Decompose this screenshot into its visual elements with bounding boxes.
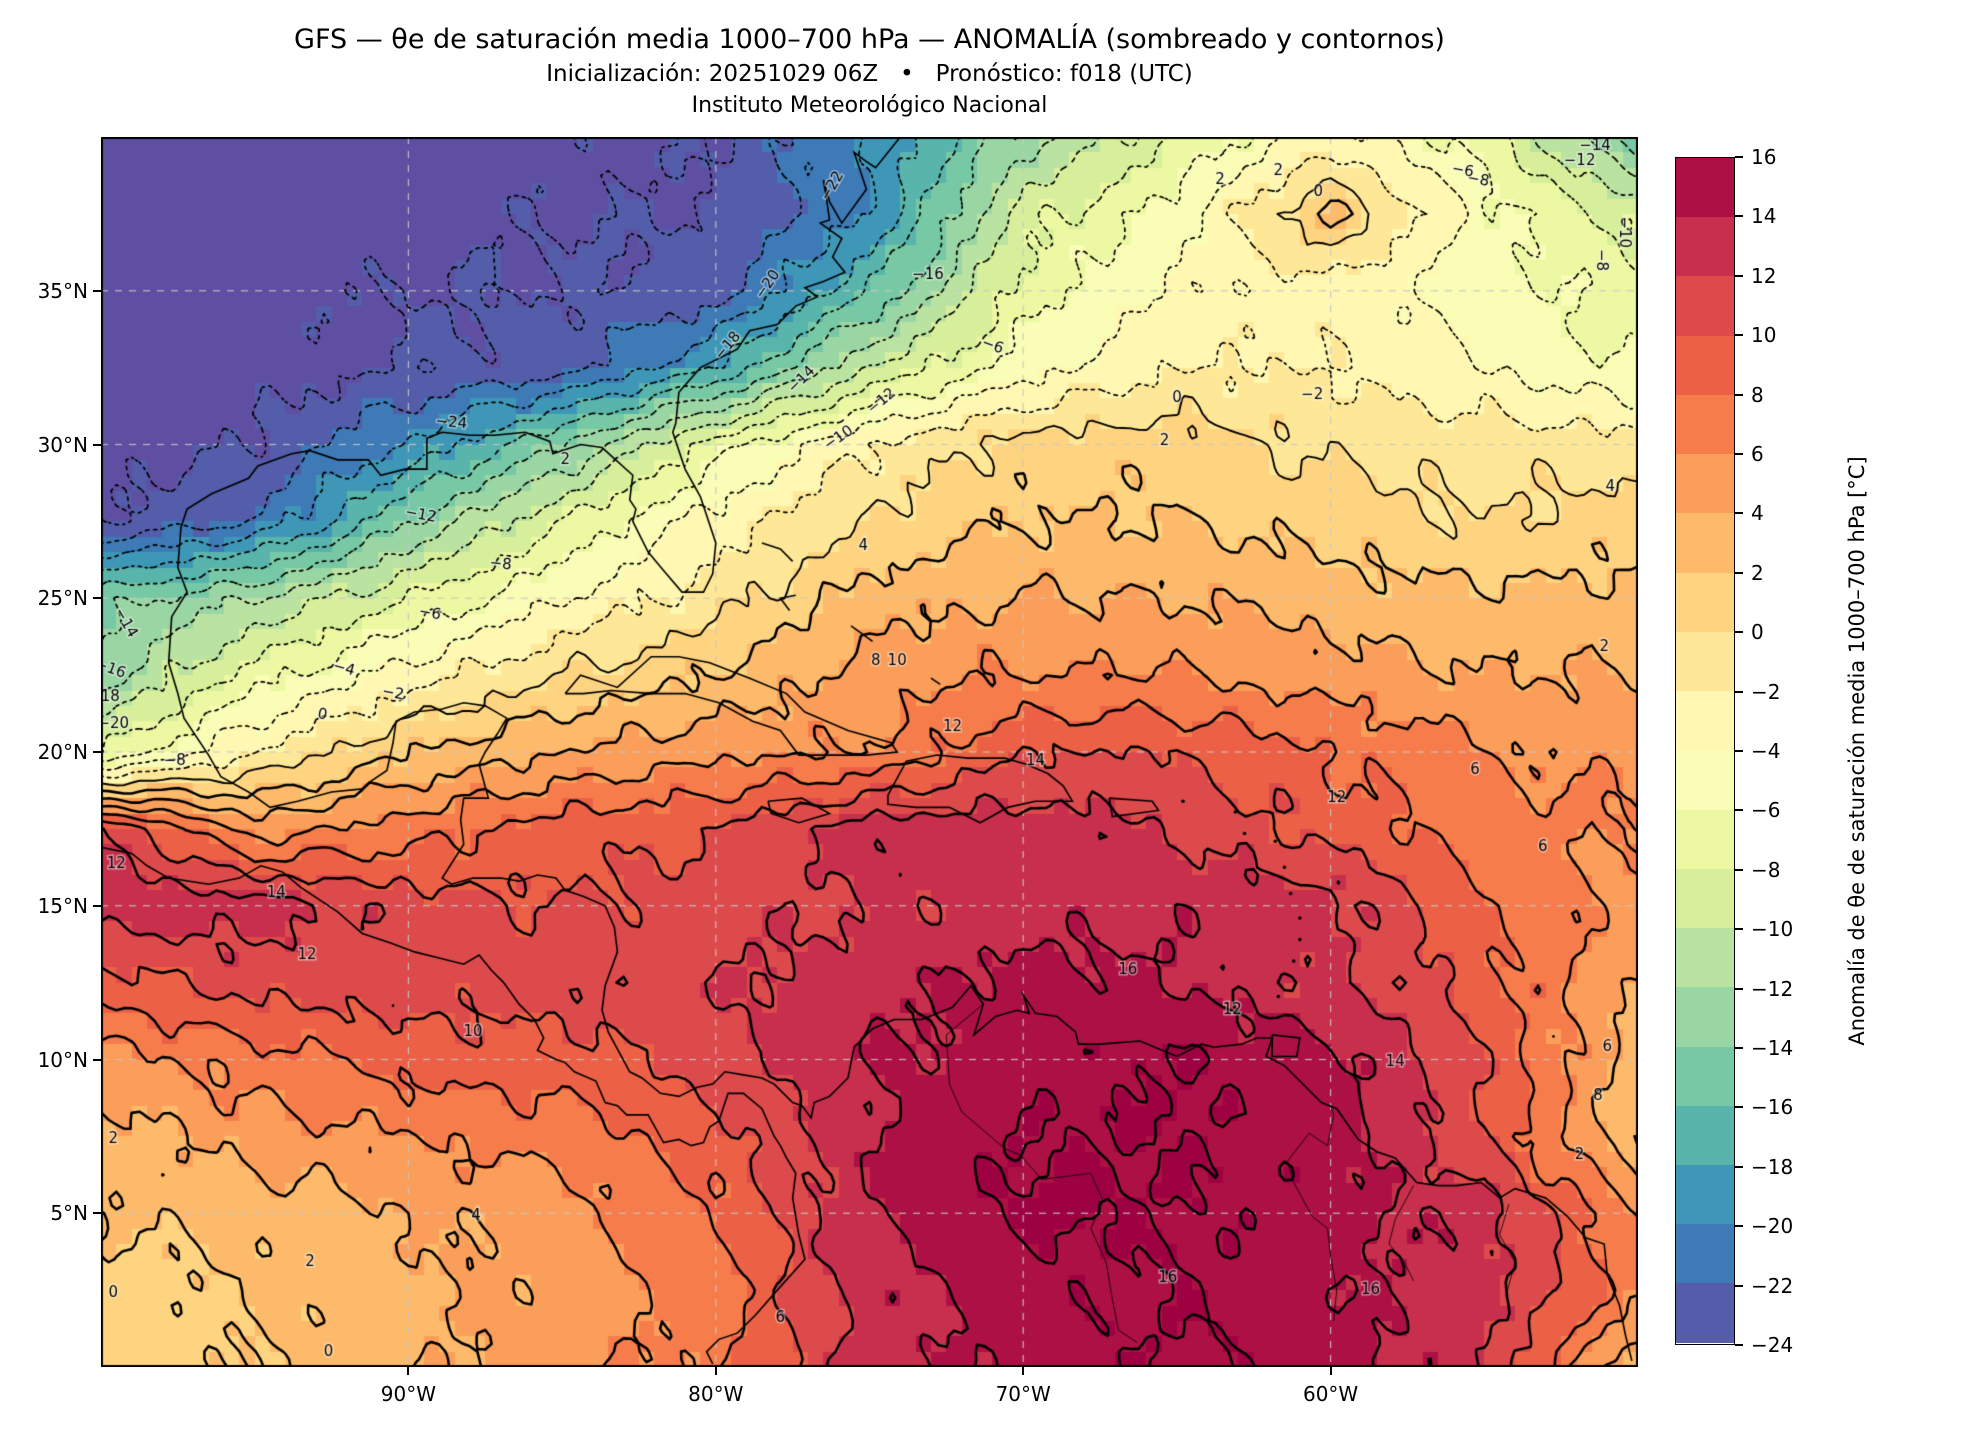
- y-axis-tick-label: 35°N: [37, 278, 88, 303]
- colorbar-segment: [1676, 750, 1734, 810]
- colorbar-tick-mark: [1735, 928, 1743, 931]
- y-axis-tick-mark: [93, 597, 101, 600]
- y-axis-tick-label: 25°N: [37, 586, 88, 611]
- colorbar-tick-mark: [1735, 453, 1743, 455]
- colorbar-axis-label: Anomalía de θe de saturación media 1000–…: [1845, 456, 1869, 1046]
- colorbar-tick-mark: [1735, 1106, 1743, 1109]
- colorbar-tick-label: −8: [1751, 857, 1781, 882]
- colorbar-tick-label: −24: [1751, 1333, 1794, 1357]
- colorbar-segment: [1676, 691, 1734, 751]
- colorbar-tick-label: −4: [1751, 739, 1781, 763]
- colorbar-tick-mark: [1735, 1165, 1743, 1168]
- colorbar-tick-label: 0: [1751, 620, 1764, 645]
- colorbar-segment: [1676, 454, 1734, 514]
- colorbar-tick-label: 16: [1751, 145, 1777, 169]
- colorbar-tick-label: 10: [1751, 323, 1777, 348]
- colorbar-tick-label: −16: [1751, 1095, 1794, 1120]
- colorbar-tick-mark: [1735, 1047, 1743, 1049]
- y-axis-tick-label: 10°N: [37, 1047, 88, 1072]
- institution-line: Instituto Meteorológico Nacional: [691, 93, 1048, 118]
- colorbar-segment: [1676, 1105, 1734, 1165]
- y-axis-tick-mark: [93, 751, 101, 753]
- colorbar-segment: [1676, 928, 1734, 988]
- colorbar-segment: [1676, 1224, 1734, 1284]
- colorbar-segment: [1676, 158, 1734, 218]
- colorbar-segment: [1676, 631, 1734, 692]
- colorbar-tick-mark: [1735, 868, 1743, 871]
- figure-title: GFS — θe de saturación media 1000–700 hP…: [294, 24, 1445, 55]
- figure-subtitle: Inicialización: 20251029 06Z • Pronóstic…: [546, 61, 1193, 87]
- x-axis-tick-mark: [1329, 1367, 1332, 1375]
- colorbar-segment: [1676, 1046, 1734, 1106]
- colorbar-tick-label: 4: [1751, 501, 1764, 526]
- colorbar-tick-mark: [1735, 156, 1743, 158]
- colorbar-segment: [1676, 987, 1734, 1047]
- colorbar-tick-mark: [1735, 274, 1743, 277]
- y-axis-tick-label: 5°N: [50, 1201, 88, 1226]
- x-axis-tick-label: 70°W: [995, 1382, 1051, 1406]
- colorbar-tick-mark: [1735, 393, 1743, 396]
- colorbar-tick-label: −18: [1751, 1154, 1794, 1179]
- colorbar-tick-label: 14: [1751, 204, 1777, 229]
- colorbar-tick-mark: [1735, 690, 1743, 693]
- y-axis-tick-mark: [93, 904, 101, 907]
- colorbar-tick-label: −22: [1751, 1273, 1794, 1298]
- colorbar-tick-label: 2: [1751, 560, 1764, 585]
- y-axis-tick-label: 30°N: [37, 432, 88, 457]
- colorbar-segment: [1676, 276, 1734, 336]
- colorbar-tick-label: −6: [1751, 798, 1781, 823]
- colorbar-tick-mark: [1735, 571, 1743, 574]
- colorbar-segment: [1676, 513, 1734, 573]
- y-axis-tick-mark: [93, 443, 101, 446]
- colorbar-tick-mark: [1735, 1284, 1743, 1287]
- x-axis-tick-label: 80°W: [688, 1382, 744, 1406]
- colorbar-segment: [1676, 572, 1734, 632]
- colorbar-tick-label: −10: [1751, 917, 1794, 942]
- colorbar-tick-label: 8: [1751, 382, 1764, 407]
- colorbar-segment: [1676, 335, 1734, 395]
- colorbar-tick-mark: [1735, 631, 1743, 634]
- colorbar-tick-mark: [1735, 512, 1743, 515]
- colorbar-tick-mark: [1735, 1344, 1743, 1346]
- colorbar-tick-mark: [1735, 1225, 1743, 1228]
- y-axis-tick-mark: [93, 1212, 101, 1215]
- y-axis-tick-label: 20°N: [37, 740, 88, 764]
- colorbar-segment: [1676, 394, 1734, 455]
- colorbar-segment: [1676, 1164, 1734, 1225]
- colorbar-segment: [1676, 809, 1734, 869]
- colorbar: [1675, 157, 1735, 1345]
- colorbar-tick-label: −12: [1751, 976, 1794, 1001]
- colorbar-tick-mark: [1735, 750, 1743, 752]
- colorbar-segment: [1676, 868, 1734, 929]
- y-axis-tick-mark: [93, 1058, 101, 1061]
- y-axis-tick-label: 15°N: [37, 893, 88, 918]
- colorbar-tick-mark: [1735, 334, 1743, 337]
- colorbar-tick-mark: [1735, 809, 1743, 812]
- colorbar-tick-mark: [1735, 215, 1743, 218]
- colorbar-tick-label: −14: [1751, 1036, 1794, 1060]
- colorbar-segment: [1676, 217, 1734, 277]
- colorbar-tick-mark: [1735, 987, 1743, 990]
- colorbar-tick-label: 6: [1751, 442, 1764, 466]
- colorbar-tick-label: −2: [1751, 679, 1781, 704]
- x-axis-tick-label: 90°W: [380, 1382, 436, 1406]
- colorbar-segment: [1676, 1283, 1734, 1343]
- y-axis-tick-mark: [93, 289, 101, 292]
- map-canvas: [101, 137, 1638, 1367]
- x-axis-tick-mark: [1022, 1367, 1025, 1375]
- x-axis-tick-mark: [714, 1367, 717, 1375]
- x-axis-tick-label: 60°W: [1302, 1382, 1359, 1406]
- colorbar-tick-label: 12: [1751, 263, 1777, 288]
- colorbar-tick-label: −20: [1751, 1214, 1794, 1239]
- x-axis-tick-mark: [407, 1367, 410, 1375]
